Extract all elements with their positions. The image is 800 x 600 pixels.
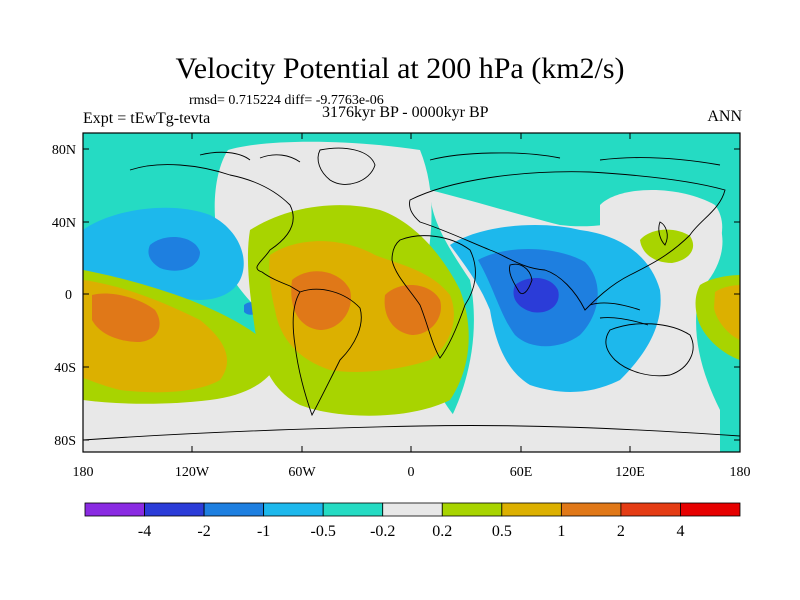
coastline-japan <box>658 221 668 246</box>
coastlines <box>83 147 740 441</box>
positive-region-atlantic-core-east <box>384 284 441 335</box>
coastline-india <box>509 263 533 294</box>
colorbar-swatch <box>501 502 562 517</box>
colorbar-label: -1 <box>257 523 270 540</box>
coastline-arctic-islands <box>199 151 721 166</box>
colorbar-swatch <box>382 502 443 517</box>
colorbar-swatch <box>203 502 265 517</box>
experiment-label: Expt = tEwTg-tevta <box>83 110 211 127</box>
coastline-africa <box>391 235 476 359</box>
coastline-eurasia <box>409 171 726 311</box>
contour-field <box>83 133 740 452</box>
x-label-180w: 180 <box>73 465 94 480</box>
colorbar-label: -2 <box>197 523 210 540</box>
colorbar-label: 0.2 <box>432 523 452 540</box>
map-title: Velocity Potential at 200 hPa (km2/s) <box>175 52 625 85</box>
colorbar-swatch <box>322 502 384 517</box>
colorbar-swatch <box>144 502 205 517</box>
coastline-australia <box>605 323 694 377</box>
colorbar-swatch <box>560 502 622 517</box>
x-label-120e: 120E <box>615 465 645 480</box>
colorbar-swatch <box>680 502 741 517</box>
positive-region-atlantic-core-west <box>291 271 351 330</box>
y-label-80s: 80S <box>54 434 76 449</box>
coastline-antarctica <box>83 425 740 441</box>
colorbar-label: 2 <box>617 523 625 540</box>
season-label: ANN <box>707 108 742 125</box>
x-label-0: 0 <box>408 465 415 480</box>
axis-ticks <box>82 133 741 452</box>
x-label-180e: 180 <box>730 465 751 480</box>
coastline-greenland <box>317 147 376 185</box>
colorbar-label: -0.5 <box>311 523 336 540</box>
x-label-60e: 60E <box>510 465 533 480</box>
coastline-south-america <box>292 288 362 417</box>
colorbar-swatch <box>441 502 503 517</box>
x-label-120w: 120W <box>175 465 210 480</box>
y-label-40n: 40N <box>52 216 76 231</box>
x-label-60w: 60W <box>288 465 316 480</box>
negative-region-indian-core <box>513 278 559 313</box>
positive-region-east-pacific-core <box>92 293 160 342</box>
coastline-north-america <box>129 164 301 293</box>
y-label-40s: 40S <box>54 361 76 376</box>
period-label: 3176kyr BP - 0000kyr BP <box>322 104 489 121</box>
y-label-80n: 80N <box>52 143 76 158</box>
colorbar-label: 4 <box>676 523 684 540</box>
colorbar-label: -4 <box>138 523 151 540</box>
colorbar-label: 0.5 <box>492 523 512 540</box>
colorbar-swatch <box>620 502 681 517</box>
y-label-0: 0 <box>65 288 72 303</box>
colorbar: -4 -2 -1 -0.5 -0.2 0.2 0.5 1 2 4 <box>84 502 741 540</box>
negative-region-pacific-core <box>148 236 200 271</box>
positive-region-nw-pacific <box>640 229 694 263</box>
positive-region-right-edge-mid <box>714 285 740 340</box>
stats-line: rmsd= 0.715224 diff= -9.7763e-06 <box>189 93 384 108</box>
colorbar-swatch <box>84 502 145 517</box>
colorbar-label: 1 <box>557 523 565 540</box>
colorbar-swatch <box>263 502 324 517</box>
colorbar-label: -0.2 <box>370 523 395 540</box>
